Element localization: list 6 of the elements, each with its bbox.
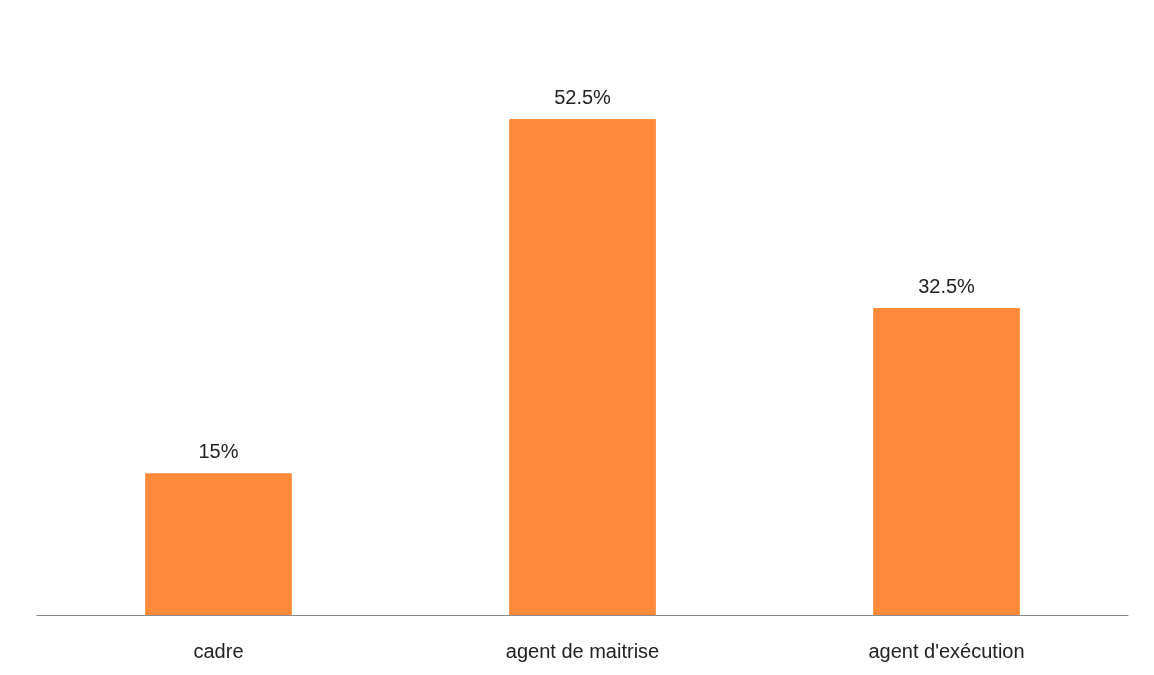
data-label: 15% (198, 439, 239, 462)
x-tick-label: cadre (193, 639, 244, 662)
x-tick-label: agent de maitrise (505, 639, 660, 662)
data-label: 52.5% (554, 85, 612, 108)
x-tick-label: agent d'exécution (868, 639, 1025, 662)
data-label: 32.5% (918, 274, 976, 297)
